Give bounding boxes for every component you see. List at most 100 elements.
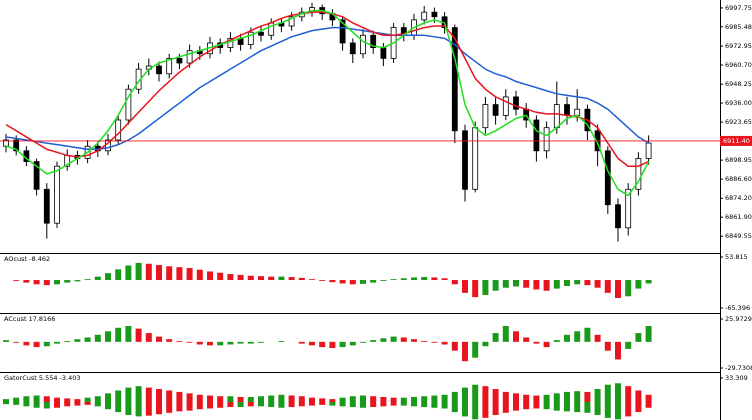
- histogram-bar: [135, 328, 142, 342]
- gator-bar: [543, 394, 550, 402]
- histogram-bar: [543, 280, 550, 291]
- candle-body: [421, 11, 428, 21]
- candle-body: [645, 142, 652, 159]
- histogram-bar: [472, 280, 479, 298]
- candle-body: [125, 88, 132, 121]
- gator-bar: [421, 402, 428, 408]
- gator-bar: [74, 399, 81, 402]
- gator-bar: [360, 395, 366, 402]
- histogram-bar: [64, 340, 71, 342]
- candle-body: [472, 127, 479, 190]
- y-tick-label: 6849.55: [725, 232, 752, 240]
- histogram-bar: [411, 339, 417, 342]
- histogram-bar: [156, 265, 162, 281]
- gator-bar: [105, 393, 111, 402]
- gator-bar: [247, 396, 254, 402]
- gator-bar: [84, 397, 91, 402]
- gator-bar: [543, 402, 550, 410]
- gator-bar: [349, 402, 356, 408]
- gator-bar: [288, 395, 295, 402]
- gator-bar: [400, 402, 407, 406]
- histogram-bar: [431, 277, 438, 281]
- gator-bar: [635, 402, 642, 413]
- histogram-bar: [217, 272, 224, 281]
- histogram-bar: [604, 341, 611, 351]
- y-tick-label: 6874.20: [725, 194, 752, 202]
- candle-body: [513, 96, 519, 110]
- histogram-bar: [3, 340, 9, 342]
- candle-body: [533, 119, 540, 152]
- histogram-bar: [258, 276, 264, 281]
- gator-bar: [268, 395, 275, 402]
- y-tick-label: 53.815: [725, 253, 748, 261]
- gator-bar: [502, 402, 509, 413]
- gator-bar: [584, 391, 591, 402]
- gator-bar: [635, 390, 642, 402]
- gator-bar: [482, 402, 489, 418]
- histogram-bar: [441, 278, 448, 281]
- histogram-bar: [13, 341, 20, 343]
- candle-body: [156, 65, 162, 75]
- y-tick-label: 6923.65: [725, 118, 752, 126]
- histogram-bar: [125, 265, 132, 281]
- panel-title: GatorCust 5.554 -3.403: [4, 374, 81, 382]
- histogram-bar: [594, 280, 601, 288]
- histogram-bar: [431, 341, 438, 343]
- histogram-bar: [543, 341, 550, 348]
- histogram-bar: [625, 280, 632, 297]
- gator-bar: [94, 402, 101, 407]
- gator-bar: [349, 396, 356, 402]
- gator-bar: [125, 402, 132, 415]
- histogram-bar: [115, 327, 122, 342]
- gator-bar: [492, 389, 499, 402]
- candle-body: [370, 34, 377, 48]
- candle-body: [186, 50, 193, 64]
- gator-bar: [604, 402, 611, 418]
- histogram-bar: [645, 326, 652, 342]
- histogram-bar: [84, 279, 91, 281]
- gator-bar: [615, 383, 621, 402]
- histogram-bar: [145, 263, 152, 281]
- histogram-bar: [492, 333, 499, 342]
- histogram-bar: [74, 339, 81, 342]
- candle-body: [360, 34, 366, 55]
- histogram-bar: [584, 280, 591, 286]
- candle-body: [615, 204, 621, 229]
- gator-bar: [94, 396, 101, 402]
- histogram-bar: [339, 280, 346, 284]
- y-tick-label: -29.7308: [725, 364, 752, 372]
- histogram-bar: [145, 333, 152, 342]
- candle-body: [33, 161, 40, 190]
- gator-bar: [156, 402, 162, 415]
- gator-bar: [288, 402, 295, 408]
- gator-bar: [472, 384, 479, 402]
- candle-body: [482, 104, 489, 129]
- gator-bar: [472, 402, 479, 420]
- gator-bar: [3, 399, 9, 402]
- histogram-bar: [462, 280, 468, 293]
- gator-bar: [115, 402, 122, 413]
- gator-bar: [23, 396, 30, 402]
- gator-bar: [533, 395, 540, 402]
- gator-bar: [64, 402, 71, 407]
- candle-body: [543, 127, 550, 152]
- gator-bar: [339, 402, 346, 407]
- gator-bar: [370, 402, 377, 408]
- gator-bar: [482, 386, 489, 402]
- candle-body: [43, 188, 50, 224]
- gator-bar: [462, 387, 468, 402]
- histogram-bar: [329, 280, 336, 283]
- y-tick-label: 6936.00: [725, 99, 752, 107]
- histogram-bar: [339, 341, 346, 348]
- gator-bar: [411, 402, 417, 407]
- histogram-bar: [472, 341, 479, 358]
- histogram-bar: [227, 274, 234, 281]
- histogram-bar: [186, 268, 193, 281]
- gator-bar: [145, 402, 152, 416]
- histogram-bar: [94, 334, 101, 342]
- histogram-bar: [176, 267, 183, 281]
- histogram-bar: [604, 280, 611, 293]
- histogram-bar: [523, 337, 530, 342]
- histogram-bar: [247, 341, 254, 344]
